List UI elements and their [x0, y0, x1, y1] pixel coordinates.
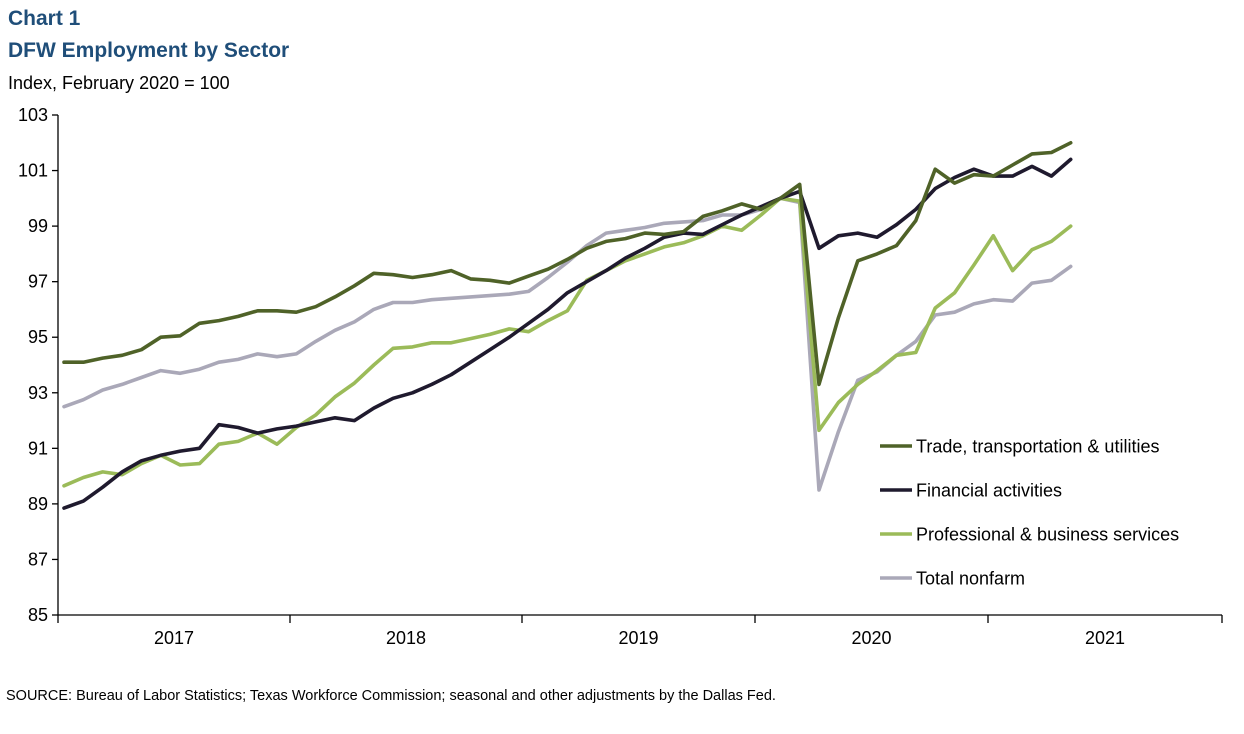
legend: Trade, transportation & utilities Financi…: [880, 437, 1179, 589]
legend-label: Financial activities: [916, 481, 1062, 501]
legend-label: Total nonfarm: [916, 569, 1025, 589]
series-line-2: [62, 196, 1073, 488]
chart-title: DFW Employment by Sector: [8, 39, 290, 62]
y-tick-label: 87: [28, 549, 48, 569]
axes: 85 87 89 91 93 95 97 99 101 103 2017 2018 2019 2020 20…: [18, 105, 1223, 648]
y-tick-label: 99: [28, 216, 48, 236]
y-tick-label: 97: [28, 272, 48, 292]
x-tick-label: 2018: [386, 628, 426, 648]
x-tick-label: 2019: [618, 628, 658, 648]
y-tick-label: 89: [28, 494, 48, 514]
chart-label: Chart 1: [8, 7, 81, 30]
legend-item: Professional & business services: [880, 525, 1179, 545]
series-lines: [62, 141, 1073, 510]
x-tick-label: 2020: [851, 628, 891, 648]
x-tick-label: 2017: [154, 628, 194, 648]
series-line-1: [62, 157, 1073, 510]
y-axis-unit-label: Index, February 2020 = 100: [8, 73, 230, 93]
source-note: SOURCE: Bureau of Labor Statistics; Texa…: [6, 688, 776, 704]
y-tick-label: 91: [28, 438, 48, 458]
legend-label: Trade, transportation & utilities: [916, 437, 1159, 457]
legend-item: Financial activities: [880, 481, 1062, 501]
legend-item: Trade, transportation & utilities: [880, 437, 1159, 457]
x-tick-label: 2021: [1085, 628, 1125, 648]
series-line-3: [62, 196, 1073, 492]
y-tick-label: 101: [18, 161, 48, 181]
legend-item: Total nonfarm: [880, 569, 1025, 589]
legend-label: Professional & business services: [916, 525, 1179, 545]
y-tick-label: 103: [18, 105, 48, 125]
y-tick-label: 93: [28, 383, 48, 403]
y-tick-label: 85: [28, 605, 48, 625]
y-tick-label: 95: [28, 327, 48, 347]
series-line-0: [62, 141, 1073, 387]
